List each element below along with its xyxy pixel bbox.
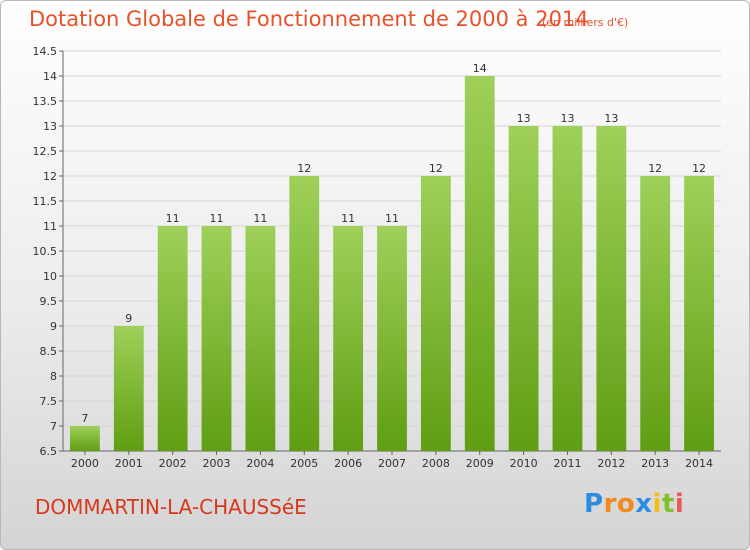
y-tick-label: 14.5 <box>33 45 58 58</box>
x-tick-label-2006: 2006 <box>334 457 362 470</box>
chart-unit: (en milliers d'€) <box>542 16 629 29</box>
y-tick-label: 11.5 <box>33 195 58 208</box>
y-tick-label: 8 <box>50 370 57 383</box>
y-tick-label: 7.5 <box>40 395 58 408</box>
y-tick-label: 8.5 <box>40 345 58 358</box>
y-tick-label: 14 <box>43 70 57 83</box>
bar-2010 <box>508 126 539 451</box>
bar-2011 <box>552 126 583 451</box>
x-tick-label-2012: 2012 <box>597 457 625 470</box>
data-label-2012: 13 <box>604 112 618 125</box>
x-tick-label-2002: 2002 <box>159 457 187 470</box>
x-tick-label-2010: 2010 <box>510 457 538 470</box>
y-tick-label: 9.5 <box>40 295 58 308</box>
y-tick-label: 12.5 <box>33 145 58 158</box>
y-tick-label: 13 <box>43 120 57 133</box>
x-tick-label-2014: 2014 <box>685 457 713 470</box>
data-label-2014: 12 <box>692 162 706 175</box>
proxiti-logo[interactable]: Proxiti <box>584 489 685 519</box>
chart-title: Dotation Globale de Fonctionnement de 20… <box>29 7 589 31</box>
bar-2000 <box>70 426 100 451</box>
bar-2005 <box>289 176 320 451</box>
x-tick-label-2005: 2005 <box>290 457 318 470</box>
y-tick-label: 10 <box>43 270 57 283</box>
x-tick-label-2013: 2013 <box>641 457 669 470</box>
y-tick-label: 9 <box>50 320 57 333</box>
x-tick-label-2011: 2011 <box>553 457 581 470</box>
bar-2008 <box>420 176 451 451</box>
data-label-2007: 11 <box>385 212 399 225</box>
y-tick-label: 13.5 <box>33 95 58 108</box>
bar-2003 <box>201 226 232 451</box>
bar-2012 <box>596 126 627 451</box>
data-label-2000: 7 <box>81 412 88 425</box>
x-tick-label-2001: 2001 <box>115 457 143 470</box>
data-label-2003: 11 <box>210 212 224 225</box>
data-label-2013: 12 <box>648 162 662 175</box>
bar-2004 <box>245 226 276 451</box>
data-label-2005: 12 <box>297 162 311 175</box>
bar-2002 <box>157 226 188 451</box>
x-tick-label-2007: 2007 <box>378 457 406 470</box>
data-label-2004: 11 <box>253 212 267 225</box>
data-label-2010: 13 <box>517 112 531 125</box>
data-label-2006: 11 <box>341 212 355 225</box>
y-tick-label: 11 <box>43 220 57 233</box>
bar-2009 <box>464 76 495 451</box>
data-label-2002: 11 <box>166 212 180 225</box>
x-tick-label-2003: 2003 <box>203 457 231 470</box>
y-tick-label: 12 <box>43 170 57 183</box>
bar-2007 <box>377 226 407 451</box>
x-tick-labels: 2000 2001 2002 2003 2004 2005 2006 2007 2008 2009… <box>71 457 713 470</box>
data-label-2001: 9 <box>125 312 132 325</box>
y-tick-label: 7 <box>50 420 57 433</box>
x-tick-label-2008: 2008 <box>422 457 450 470</box>
data-label-2008: 12 <box>429 162 443 175</box>
bar-2014 <box>684 176 714 451</box>
data-labels: 7 9 11 11 11 12 11 11 12 14 13 13 13 12 12 <box>81 62 706 425</box>
bar-2006 <box>333 226 364 451</box>
y-tick-labels: 6.5 7 7.5 8 8.5 9 9.5 10 10.5 11 11.5 12 12.5 13 13.5 1… <box>33 45 58 458</box>
y-tick-label: 10.5 <box>33 245 58 258</box>
commune-name: DOMMARTIN-LA-CHAUSSéE <box>35 495 307 519</box>
bars <box>70 76 714 451</box>
x-tick-label-2000: 2000 <box>71 457 99 470</box>
data-label-2009: 14 <box>473 62 487 75</box>
bar-2013 <box>640 176 671 451</box>
y-tick-label: 6.5 <box>40 445 58 458</box>
bar-2001 <box>113 326 144 451</box>
x-tick-label-2009: 2009 <box>466 457 494 470</box>
data-label-2011: 13 <box>560 112 574 125</box>
x-tick-label-2004: 2004 <box>246 457 274 470</box>
